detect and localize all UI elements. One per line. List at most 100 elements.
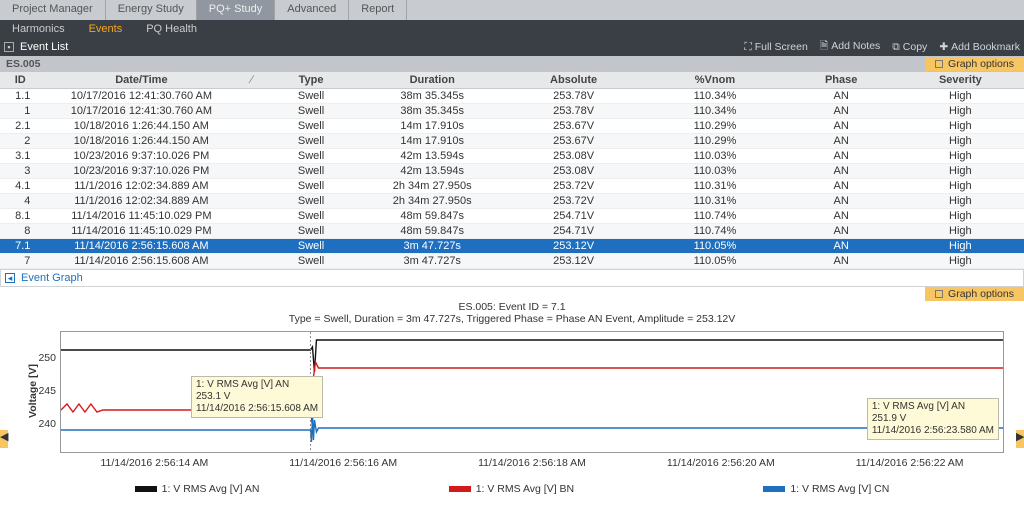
cell-dt: 11/14/2016 2:56:15.608 AM: [40, 254, 242, 269]
plot-area[interactable]: 1: V RMS Avg [V] AN 253.1 V 11/14/2016 2…: [60, 331, 1004, 453]
bookmark-icon: ✚: [939, 41, 948, 53]
cell-blank: [242, 254, 260, 269]
table-row[interactable]: 411/1/2016 12:02:34.889 AMSwell2h 34m 27…: [0, 194, 1024, 209]
event-list-title: Event List: [20, 41, 68, 53]
col-date-time[interactable]: Date/Time: [40, 72, 242, 89]
cell-blank: [242, 134, 260, 149]
cell-dur: 38m 35.345s: [362, 89, 503, 104]
cell-sev: High: [897, 119, 1024, 134]
table-row[interactable]: 4.111/1/2016 12:02:34.889 AMSwell2h 34m …: [0, 179, 1024, 194]
cell-phase: AN: [786, 209, 897, 224]
cell-blank: [242, 239, 260, 254]
cell-dt: 11/14/2016 11:45:10.029 PM: [40, 224, 242, 239]
col-id[interactable]: ID: [0, 72, 40, 89]
cell-dur: 2h 34m 27.950s: [362, 179, 503, 194]
cell-dur: 3m 47.727s: [362, 254, 503, 269]
cell-dt: 11/1/2016 12:02:34.889 AM: [40, 194, 242, 209]
cell-id: 3.1: [0, 149, 40, 164]
main-tab-report[interactable]: Report: [349, 0, 407, 20]
add-bookmark-button[interactable]: ✚Add Bookmark: [939, 41, 1020, 53]
left-handle[interactable]: ◀: [0, 430, 8, 448]
collapse-icon[interactable]: ◂: [5, 273, 15, 283]
legend-item[interactable]: 1: V RMS Avg [V] CN: [763, 483, 889, 495]
cell-sev: High: [897, 179, 1024, 194]
col-duration[interactable]: Duration: [362, 72, 503, 89]
table-row[interactable]: 310/23/2016 9:37:10.026 PMSwell42m 13.59…: [0, 164, 1024, 179]
main-tab-pq-study[interactable]: PQ+ Study: [197, 0, 276, 20]
cell-blank: [242, 104, 260, 119]
col-severity[interactable]: Severity: [897, 72, 1024, 89]
table-row[interactable]: 7.111/14/2016 2:56:15.608 AMSwell3m 47.7…: [0, 239, 1024, 254]
table-row[interactable]: 3.110/23/2016 9:37:10.026 PMSwell42m 13.…: [0, 149, 1024, 164]
cell-abs: 253.12V: [503, 254, 644, 269]
cell-abs: 254.71V: [503, 209, 644, 224]
cell-type: Swell: [261, 89, 362, 104]
cell-sev: High: [897, 149, 1024, 164]
col-type[interactable]: Type: [261, 72, 362, 89]
cell-type: Swell: [261, 209, 362, 224]
cell-id: 3: [0, 164, 40, 179]
table-header-row: IDDate/Time∕TypeDurationAbsolute%VnomPha…: [0, 72, 1024, 89]
cell-id: 1.1: [0, 89, 40, 104]
table-row[interactable]: 811/14/2016 11:45:10.029 PMSwell48m 59.8…: [0, 224, 1024, 239]
col-phase[interactable]: Phase: [786, 72, 897, 89]
main-tab-advanced[interactable]: Advanced: [275, 0, 349, 20]
cell-sev: High: [897, 239, 1024, 254]
fullscreen-icon: ⛶: [744, 41, 751, 53]
cell-abs: 253.78V: [503, 104, 644, 119]
cell-id: 4.1: [0, 179, 40, 194]
main-tab-energy-study[interactable]: Energy Study: [106, 0, 197, 20]
table-row[interactable]: 2.110/18/2016 1:26:44.150 AMSwell14m 17.…: [0, 119, 1024, 134]
col--vnom[interactable]: %Vnom: [644, 72, 785, 89]
cell-dt: 10/23/2016 9:37:10.026 PM: [40, 149, 242, 164]
collapse-icon[interactable]: ▪: [4, 42, 14, 52]
tooltip-1: 1: V RMS Avg [V] AN 253.1 V 11/14/2016 2…: [191, 376, 323, 418]
cell-id: 7.1: [0, 239, 40, 254]
cell-sev: High: [897, 134, 1024, 149]
sub-tab-harmonics[interactable]: Harmonics: [0, 21, 77, 37]
cell-blank: [242, 149, 260, 164]
series-1-v-rms-avg-v-an: [61, 340, 1003, 372]
legend-swatch: [135, 486, 157, 492]
sub-tab-events[interactable]: Events: [77, 21, 135, 37]
cell-phase: AN: [786, 254, 897, 269]
legend-label: 1: V RMS Avg [V] CN: [790, 483, 889, 495]
table-row[interactable]: 8.111/14/2016 11:45:10.029 PMSwell48m 59…: [0, 209, 1024, 224]
table-row[interactable]: 1.110/17/2016 12:41:30.760 AM Swell38m 35…: [0, 89, 1024, 104]
cell-type: Swell: [261, 254, 362, 269]
cell-type: Swell: [261, 134, 362, 149]
right-handle[interactable]: ▶: [1016, 430, 1024, 448]
fullscreen-button[interactable]: ⛶Full Screen: [744, 41, 807, 54]
graph-options-button-2[interactable]: Graph options: [925, 287, 1024, 301]
main-tabs: Project ManagerEnergy StudyPQ+ StudyAdva…: [0, 0, 1024, 20]
add-notes-button[interactable]: 🗎Add Notes: [820, 38, 880, 56]
table-row[interactable]: 110/17/2016 12:41:30.760 AMSwell38m 35.3…: [0, 104, 1024, 119]
cell-vnom: 110.03%: [644, 149, 785, 164]
copy-button[interactable]: ⧉Copy: [892, 41, 927, 54]
legend-item[interactable]: 1: V RMS Avg [V] AN: [135, 483, 260, 495]
cell-phase: AN: [786, 89, 897, 104]
cell-abs: 253.67V: [503, 119, 644, 134]
cell-abs: 254.71V: [503, 224, 644, 239]
cell-abs: 253.72V: [503, 179, 644, 194]
graph-options-button[interactable]: Graph options: [925, 57, 1024, 71]
cell-dt: 10/17/2016 12:41:30.760 AM: [40, 89, 242, 104]
cell-type: Swell: [261, 239, 362, 254]
cell-phase: AN: [786, 239, 897, 254]
cell-id: 4: [0, 194, 40, 209]
col-sort[interactable]: ∕: [242, 72, 260, 89]
cell-dur: 14m 17.910s: [362, 119, 503, 134]
table-row[interactable]: 210/18/2016 1:26:44.150 AMSwell14m 17.91…: [0, 134, 1024, 149]
cell-id: 8.1: [0, 209, 40, 224]
sub-tab-pq-health[interactable]: PQ Health: [134, 21, 209, 37]
cell-dt: 10/17/2016 12:41:30.760 AM: [40, 104, 242, 119]
chart-title: ES.005: Event ID = 7.1: [0, 301, 1024, 313]
cell-type: Swell: [261, 224, 362, 239]
main-tab-project-manager[interactable]: Project Manager: [0, 0, 106, 20]
table-row[interactable]: 711/14/2016 2:56:15.608 AMSwell3m 47.727…: [0, 254, 1024, 269]
cell-dur: 42m 13.594s: [362, 149, 503, 164]
cell-sev: High: [897, 104, 1024, 119]
legend-item[interactable]: 1: V RMS Avg [V] BN: [449, 483, 574, 495]
col-absolute[interactable]: Absolute: [503, 72, 644, 89]
cell-dur: 14m 17.910s: [362, 134, 503, 149]
